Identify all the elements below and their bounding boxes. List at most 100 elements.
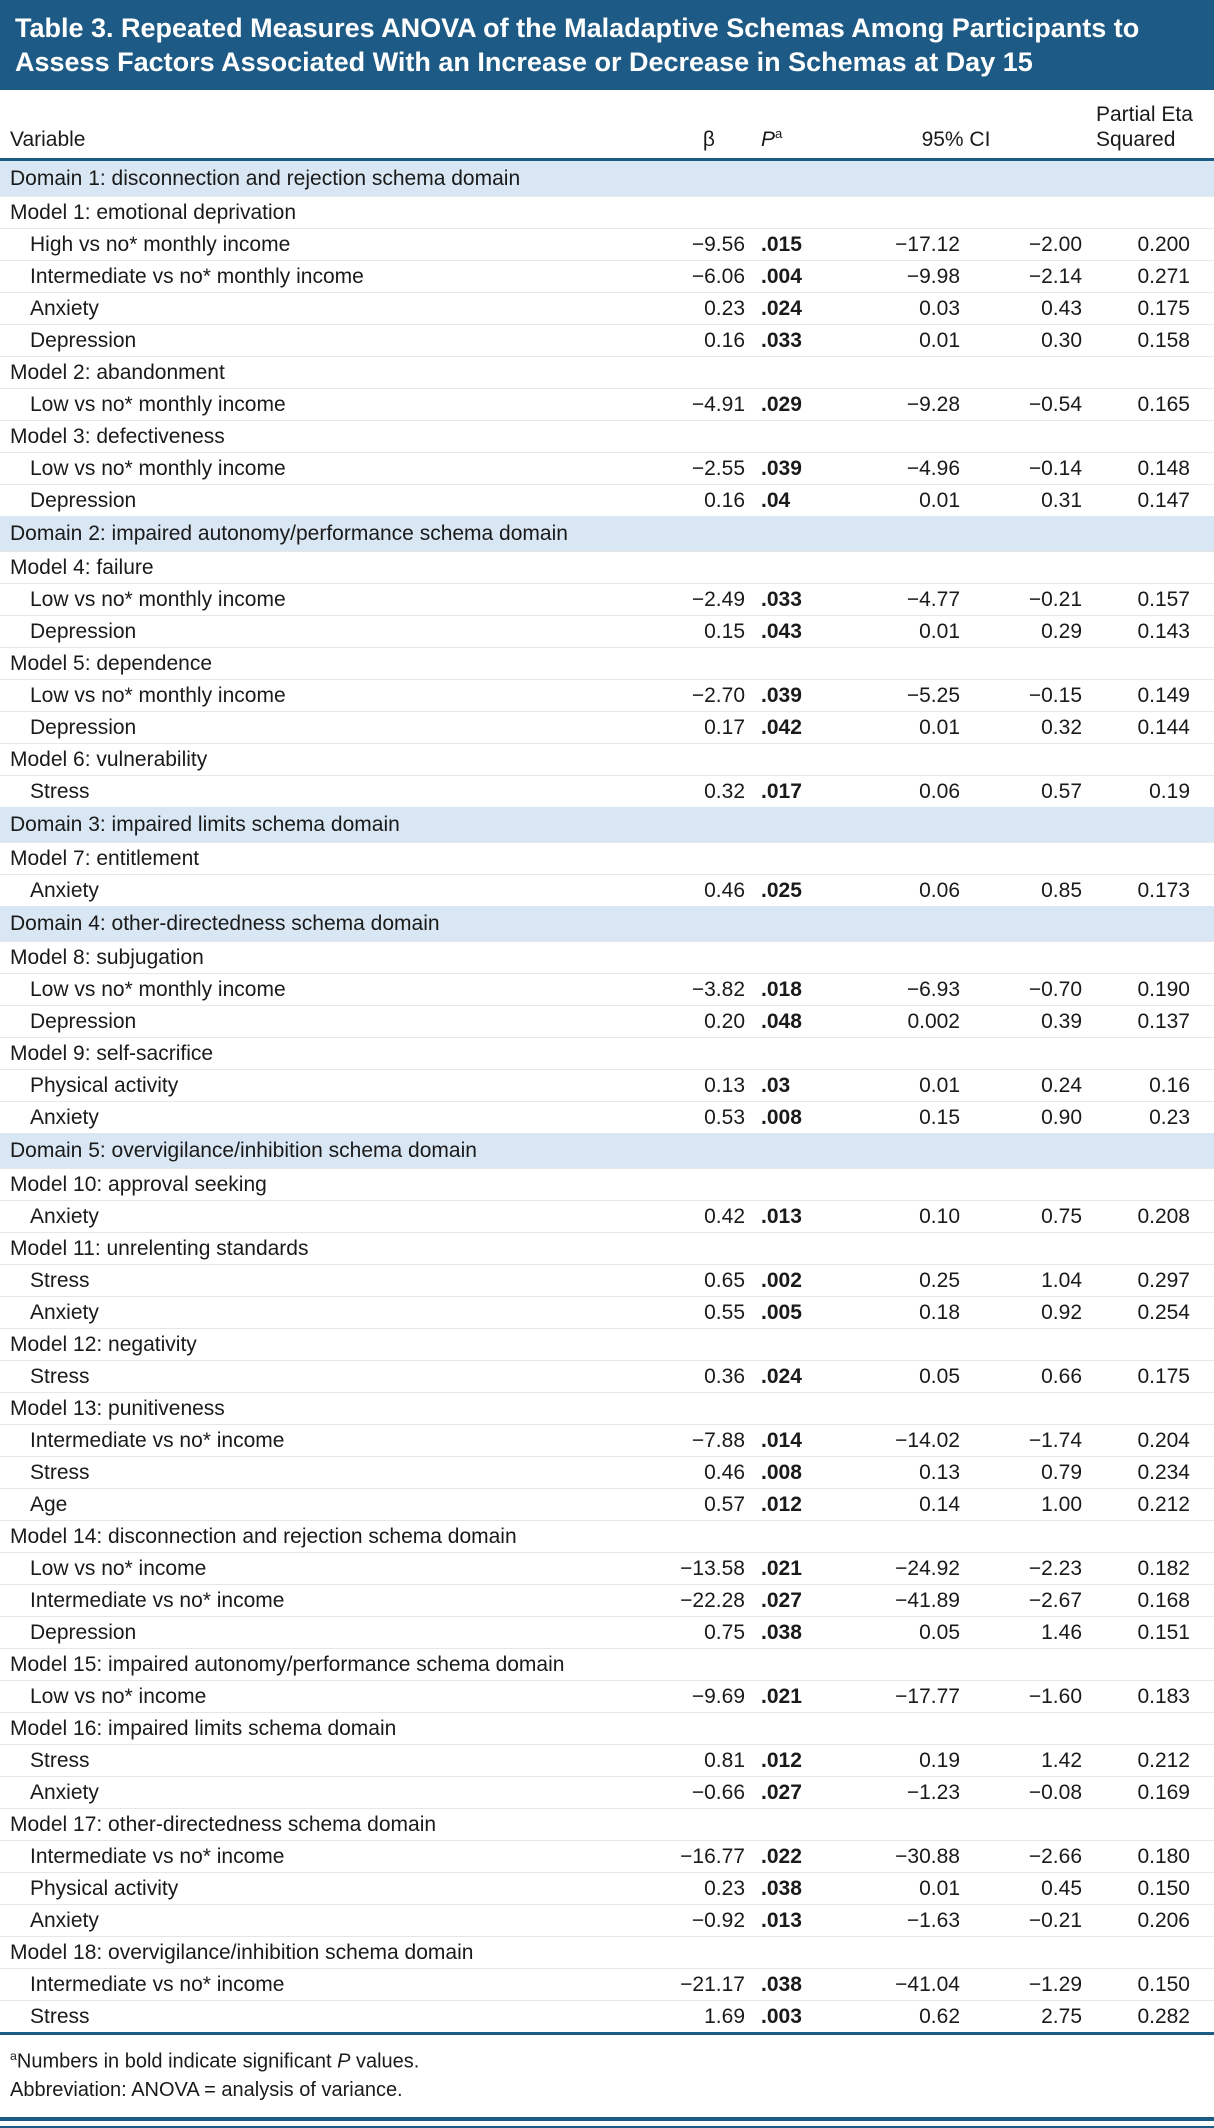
ci-low-cell: −6.93 <box>830 973 960 1006</box>
p-value-cell: .038 <box>745 1616 830 1649</box>
beta-cell: −0.66 <box>630 1776 745 1809</box>
ci-low-cell: −41.89 <box>830 1584 960 1617</box>
data-row: Anxiety 0.23.024 0.03 0.43 0.175 <box>0 292 1214 325</box>
p-superscript: a <box>775 126 783 141</box>
beta-cell: −4.91 <box>630 388 745 421</box>
data-row: High vs no* monthly income −9.56.015 −17.1… <box>0 228 1214 261</box>
eta-cell: 0.150 <box>1082 1968 1214 2001</box>
model-row: Model 7: entitlement <box>0 842 1214 875</box>
beta-cell: 0.75 <box>630 1616 745 1649</box>
ci-high-cell: 0.39 <box>960 1005 1082 1038</box>
p-value-cell: .038 <box>745 1872 830 1905</box>
beta-cell: −21.17 <box>630 1968 745 2001</box>
beta-cell: 1.69 <box>630 2000 745 2034</box>
beta-cell: −9.69 <box>630 1680 745 1713</box>
model-row: Model 15: impaired autonomy/performance … <box>0 1648 1214 1681</box>
p-value-cell: .04 <box>745 484 830 516</box>
beta-cell: 0.57 <box>630 1488 745 1521</box>
beta-cell: −16.77 <box>630 1840 745 1873</box>
data-row: Low vs no* monthly income −3.82.018 −6.93−… <box>0 973 1214 1006</box>
variable-cell: Intermediate vs no* income <box>0 1840 630 1873</box>
ci-high-cell: −0.21 <box>960 1904 1082 1937</box>
eta-cell: 0.208 <box>1082 1200 1214 1233</box>
ci-high-cell: 0.30 <box>960 324 1082 357</box>
p-value-cell: .039 <box>745 452 830 485</box>
model-row: Model 12: negativity <box>0 1328 1214 1361</box>
model-label: Model 3: defectiveness <box>0 420 1214 453</box>
p-value-cell: .043 <box>745 615 830 648</box>
variable-cell: Depression <box>0 1005 630 1038</box>
variable-cell: Anxiety <box>0 1200 630 1233</box>
data-row: Stress 1.69.003 0.62 2.75 0.282 <box>0 2000 1214 2034</box>
model-label: Model 17: other-directedness schema doma… <box>0 1808 1214 1841</box>
eta-cell: 0.180 <box>1082 1840 1214 1873</box>
data-row: Physical activity 0.13.03 0.01 0.24 0.16 <box>0 1069 1214 1102</box>
ci-low-cell: 0.18 <box>830 1296 960 1329</box>
variable-cell: Stress <box>0 1264 630 1297</box>
eta-cell: 0.149 <box>1082 679 1214 712</box>
variable-cell: Anxiety <box>0 1904 630 1937</box>
variable-cell: Age <box>0 1488 630 1521</box>
eta-cell: 0.169 <box>1082 1776 1214 1809</box>
ci-low-cell: 0.05 <box>830 1360 960 1393</box>
p-value-cell: .033 <box>745 324 830 357</box>
beta-cell: −2.55 <box>630 452 745 485</box>
eta-cell: 0.157 <box>1082 583 1214 616</box>
model-row: Model 17: other-directedness schema doma… <box>0 1808 1214 1841</box>
ci-high-cell: −0.54 <box>960 388 1082 421</box>
eta-cell: 0.158 <box>1082 324 1214 357</box>
model-label: Model 16: impaired limits schema domain <box>0 1712 1214 1745</box>
beta-cell: 0.15 <box>630 615 745 648</box>
variable-cell: Depression <box>0 324 630 357</box>
data-row: Depression 0.75.038 0.05 1.46 0.151 <box>0 1616 1214 1649</box>
ci-high-cell: 0.43 <box>960 292 1082 325</box>
p-value-cell: .038 <box>745 1968 830 2001</box>
eta-cell: 0.143 <box>1082 615 1214 648</box>
eta-cell: 0.147 <box>1082 484 1214 516</box>
p-value-cell: .002 <box>745 1264 830 1297</box>
model-row: Model 11: unrelenting standards <box>0 1232 1214 1265</box>
footnotes: aNumbers in bold indicate significant P … <box>0 2035 1214 2108</box>
ci-high-cell: −2.67 <box>960 1584 1082 1617</box>
beta-cell: 0.65 <box>630 1264 745 1297</box>
eta-cell: 0.168 <box>1082 1584 1214 1617</box>
p-value-cell: .027 <box>745 1776 830 1809</box>
p-value-cell: .021 <box>745 1680 830 1713</box>
ci-low-cell: −4.77 <box>830 583 960 616</box>
eta-cell: 0.254 <box>1082 1296 1214 1329</box>
ci-high-cell: −0.08 <box>960 1776 1082 1809</box>
beta-cell: 0.53 <box>630 1101 745 1133</box>
model-row: Model 10: approval seeking <box>0 1168 1214 1201</box>
ci-low-cell: 0.002 <box>830 1005 960 1038</box>
variable-cell: Stress <box>0 2000 630 2034</box>
data-row: Low vs no* monthly income −2.70.039 −5.25−… <box>0 679 1214 712</box>
header-row: Variable β Pa 95% CI Partial Eta Squared <box>0 90 1214 160</box>
variable-cell: Anxiety <box>0 1776 630 1809</box>
model-label: Model 10: approval seeking <box>0 1168 1214 1201</box>
data-row: Intermediate vs no* income −16.77.022 −30.… <box>0 1840 1214 1873</box>
data-row: Anxiety 0.55.005 0.18 0.92 0.254 <box>0 1296 1214 1329</box>
col-header-beta: β <box>702 128 715 151</box>
model-label: Model 11: unrelenting standards <box>0 1232 1214 1265</box>
beta-cell: −13.58 <box>630 1552 745 1585</box>
ci-high-cell: 2.75 <box>960 2000 1082 2034</box>
bottom-double-rule <box>0 2116 1214 2128</box>
ci-low-cell: 0.25 <box>830 1264 960 1297</box>
ci-low-cell: −41.04 <box>830 1968 960 2001</box>
ci-high-cell: 0.66 <box>960 1360 1082 1393</box>
ci-low-cell: −1.63 <box>830 1904 960 1937</box>
model-row: Model 3: defectiveness <box>0 420 1214 453</box>
model-row: Model 13: punitiveness <box>0 1392 1214 1425</box>
ci-low-cell: 0.01 <box>830 484 960 516</box>
data-row: Intermediate vs no* income −22.28.027 −41.… <box>0 1584 1214 1617</box>
eta-cell: 0.282 <box>1082 2000 1214 2034</box>
beta-cell: −0.92 <box>630 1904 745 1937</box>
model-label: Model 2: abandonment <box>0 356 1214 389</box>
p-value-cell: .003 <box>745 2000 830 2034</box>
data-row: Low vs no* monthly income −2.55.039 −4.96−… <box>0 452 1214 485</box>
p-value-cell: .042 <box>745 711 830 744</box>
eta-cell: 0.182 <box>1082 1552 1214 1585</box>
ci-high-cell: 0.29 <box>960 615 1082 648</box>
beta-cell: 0.42 <box>630 1200 745 1233</box>
data-row: Anxiety −0.92.013 −1.63 −0.21 0.206 <box>0 1904 1214 1937</box>
